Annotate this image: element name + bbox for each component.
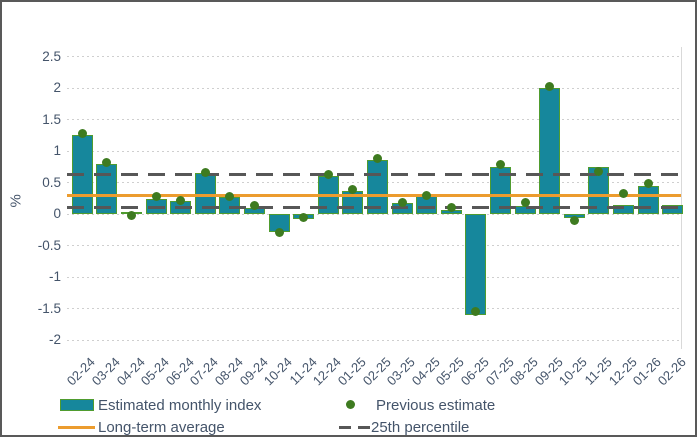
legend-row-1: Estimated monthly index Previous estimat… xyxy=(2,396,695,414)
long-term-average-line xyxy=(67,194,681,198)
gridline xyxy=(67,308,681,309)
data-point-dot xyxy=(225,191,235,201)
bar xyxy=(588,166,610,214)
y-tick-label: 2.5 xyxy=(42,48,61,64)
y-tick-label: 1 xyxy=(53,143,61,158)
legend-label-long-term-average: Long-term average xyxy=(98,419,225,436)
data-point-dot xyxy=(127,210,136,220)
y-tick-label: 2 xyxy=(53,80,61,95)
data-point-dot xyxy=(77,128,87,138)
data-point-dot xyxy=(274,228,284,238)
plot-area xyxy=(67,47,684,349)
data-point-dot xyxy=(545,82,555,92)
gridline xyxy=(67,245,681,246)
bar-series-swatch xyxy=(60,399,94,411)
percentile-line xyxy=(67,205,681,209)
y-tick-label: -1.5 xyxy=(37,300,61,316)
y-tick-label: 0 xyxy=(53,206,61,221)
y-tick-label: -0.5 xyxy=(37,237,61,253)
data-point-dot xyxy=(446,203,456,213)
y-tick-label: 1.5 xyxy=(42,111,61,127)
average-line-swatch xyxy=(58,426,95,429)
legend-label-estimated-monthly-index: Estimated monthly index xyxy=(98,397,262,414)
bar xyxy=(637,185,659,214)
percentile-line xyxy=(67,173,681,177)
data-point-dot xyxy=(422,190,432,200)
data-point-dot xyxy=(496,160,505,170)
y-tick-label: -1 xyxy=(48,269,61,284)
data-point-dot xyxy=(102,157,112,167)
data-point-dot xyxy=(323,170,333,180)
legend-label-25th-percentile: 25th percentile xyxy=(371,419,470,436)
data-point-dot xyxy=(619,188,628,198)
gridline xyxy=(67,213,681,215)
gridline xyxy=(67,276,681,278)
data-point-dot xyxy=(200,167,210,177)
data-point-dot xyxy=(373,154,382,164)
data-point-dot xyxy=(151,192,161,202)
percentile-line-swatch xyxy=(339,426,370,429)
dot-series-swatch xyxy=(346,400,355,409)
y-tick-label: 0.5 xyxy=(42,174,61,190)
gridline xyxy=(67,339,681,341)
gridline xyxy=(67,87,681,89)
data-point-dot xyxy=(176,196,186,206)
data-point-dot xyxy=(569,215,579,225)
data-point-dot xyxy=(594,167,604,177)
data-point-dot xyxy=(299,213,309,223)
gridline xyxy=(67,119,681,120)
gridline xyxy=(67,150,681,152)
bar xyxy=(613,204,634,214)
legend-row-2: Long-term average 25th percentile xyxy=(2,418,695,436)
bar xyxy=(465,214,487,315)
data-point-dot xyxy=(250,201,259,211)
bar xyxy=(662,204,684,214)
y-tick-label: -2 xyxy=(48,332,61,347)
data-point-dot xyxy=(397,198,407,208)
data-point-dot xyxy=(520,197,530,207)
legend-label-previous-estimate: Previous estimate xyxy=(376,397,496,414)
data-point-dot xyxy=(471,307,481,317)
data-point-dot xyxy=(348,184,358,194)
gridline xyxy=(67,56,681,57)
data-point-dot xyxy=(643,179,653,189)
